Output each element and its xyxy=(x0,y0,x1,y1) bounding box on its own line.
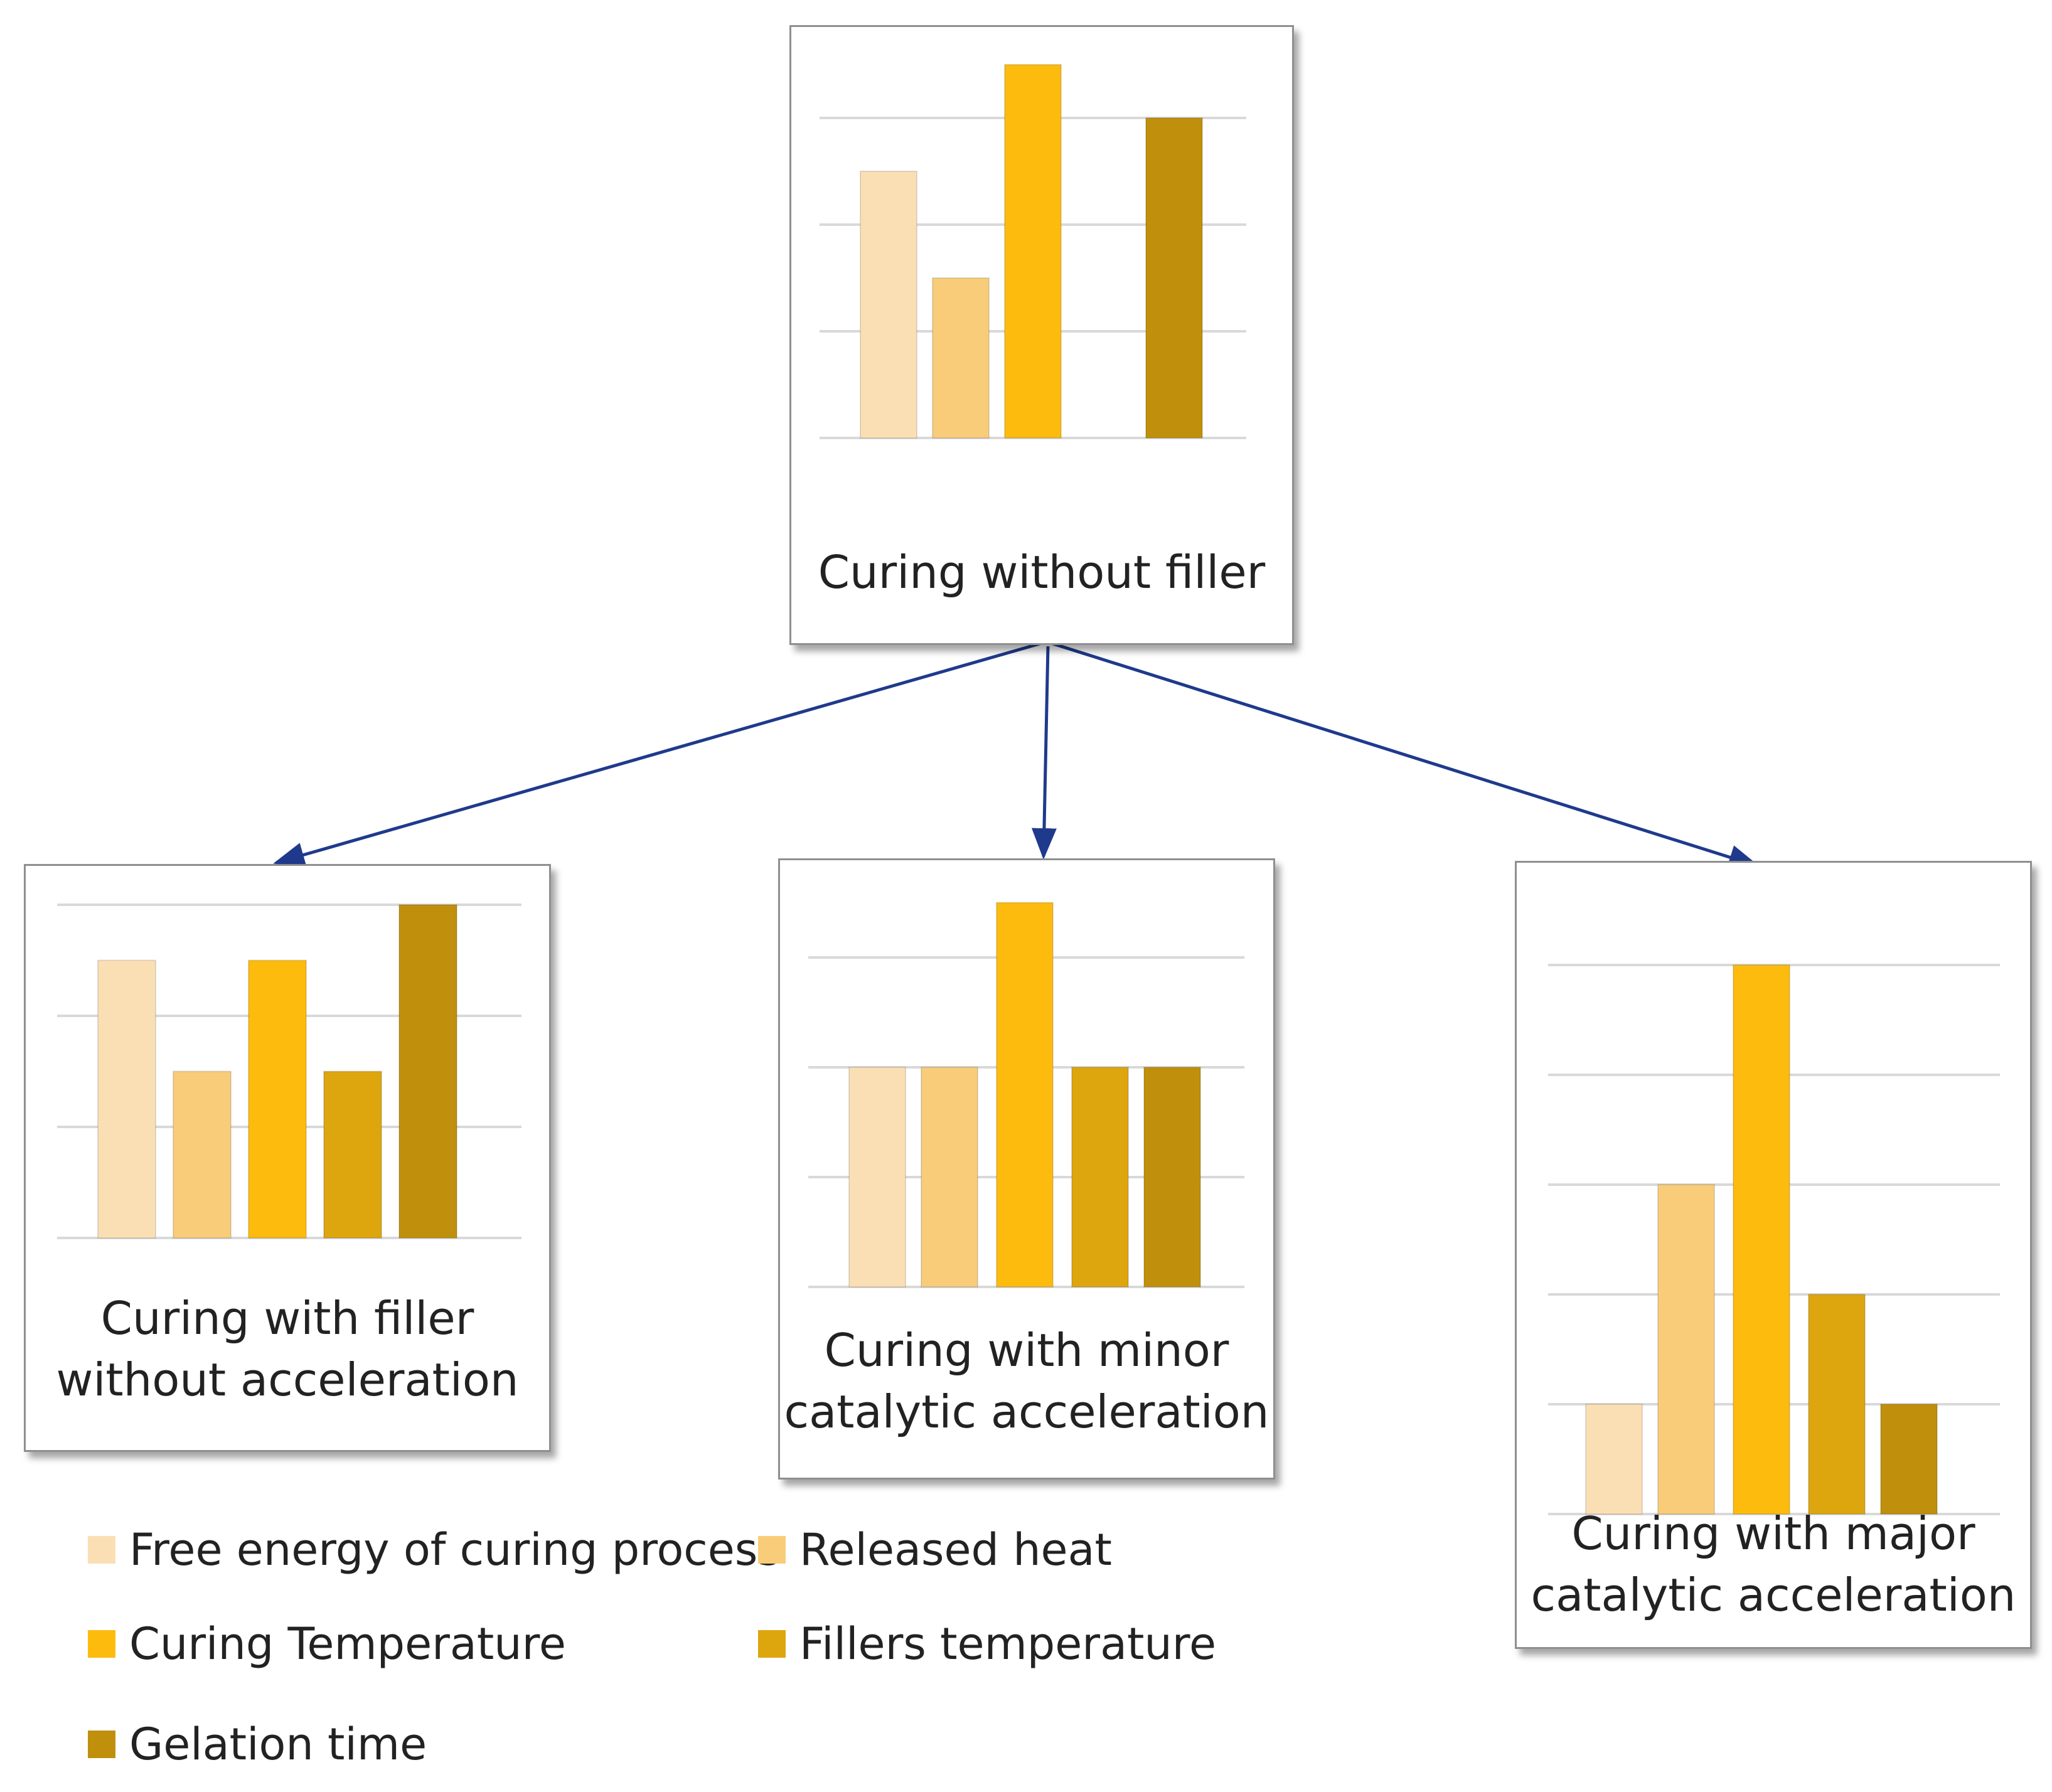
chart-panel-without-filler: Curing without filler xyxy=(789,25,1294,645)
bar-released-heat xyxy=(932,277,990,439)
bar-chart-major-catalytic xyxy=(1548,964,2000,1515)
legend-label-free-energy: Free energy of curing process xyxy=(129,1524,781,1576)
bar-free-energy xyxy=(860,171,917,439)
bar-chart-without-filler xyxy=(820,64,1246,439)
legend-label-gelation-time: Gelation time xyxy=(129,1719,427,1770)
chart-panel-filler-without-acceleration: Curing with filler without acceleration xyxy=(24,864,551,1452)
chart-panel-minor-catalytic: Curing with minor catalytic acceleration xyxy=(778,858,1275,1480)
legend-item-fillers-temperature: Fillers temperature xyxy=(758,1618,1217,1670)
legend-label-released-heat: Released heat xyxy=(799,1524,1112,1576)
bar-chart-filler-without-acceleration xyxy=(57,904,521,1239)
arrow-to-minor-panel xyxy=(1031,646,1057,860)
bar-chart-minor-catalytic xyxy=(808,902,1244,1288)
panel-title-filler-without-acceleration: Curing with filler without acceleration xyxy=(56,1292,519,1406)
legend-swatch-fillers-temperature xyxy=(758,1630,786,1658)
panel-title-major-catalytic: Curing with major catalytic acceleration xyxy=(1531,1507,2016,1621)
legend-swatch-curing-temperature xyxy=(88,1630,115,1658)
bar-free-energy xyxy=(1585,1404,1643,1515)
legend-item-free-energy: Free energy of curing process xyxy=(88,1524,781,1576)
bar-released-heat xyxy=(921,1067,978,1288)
bar-curing-temp xyxy=(1733,964,1790,1515)
bar-released-heat xyxy=(1657,1184,1715,1515)
bar-curing-temp xyxy=(996,902,1054,1288)
legend-swatch-released-heat xyxy=(758,1536,786,1564)
bar-curing-temp xyxy=(1004,64,1062,439)
legend-item-released-heat: Released heat xyxy=(758,1524,1112,1576)
panel-title-minor-catalytic: Curing with minor catalytic acceleration xyxy=(784,1324,1269,1438)
bar-free-energy xyxy=(848,1067,906,1288)
bar-released-heat xyxy=(173,1070,232,1239)
arrow-to-filler-panel xyxy=(273,641,1042,867)
legend-item-gelation-time: Gelation time xyxy=(88,1719,427,1770)
legend-label-curing-temperature: Curing Temperature xyxy=(129,1618,566,1670)
bar-free-energy xyxy=(97,959,156,1239)
bar-gelation xyxy=(1880,1404,1938,1515)
panel-title-without-filler: Curing without filler xyxy=(818,546,1266,599)
bar-curing-temp xyxy=(248,959,307,1239)
chart-panel-major-catalytic: Curing with major catalytic acceleration xyxy=(1515,861,2032,1649)
legend-swatch-free-energy xyxy=(88,1536,115,1564)
legend-item-curing-temperature: Curing Temperature xyxy=(88,1618,566,1670)
bar-fillers-temp xyxy=(1808,1294,1866,1515)
bar-fillers-temp xyxy=(323,1070,382,1239)
bar-gelation xyxy=(1143,1067,1201,1288)
bar-fillers-temp xyxy=(1071,1067,1129,1288)
arrow-to-major-panel xyxy=(1050,641,1760,870)
legend-swatch-gelation-time xyxy=(88,1731,115,1758)
bar-gelation xyxy=(1145,117,1203,439)
bar-gelation xyxy=(398,904,457,1239)
legend-label-fillers-temperature: Fillers temperature xyxy=(799,1618,1217,1670)
